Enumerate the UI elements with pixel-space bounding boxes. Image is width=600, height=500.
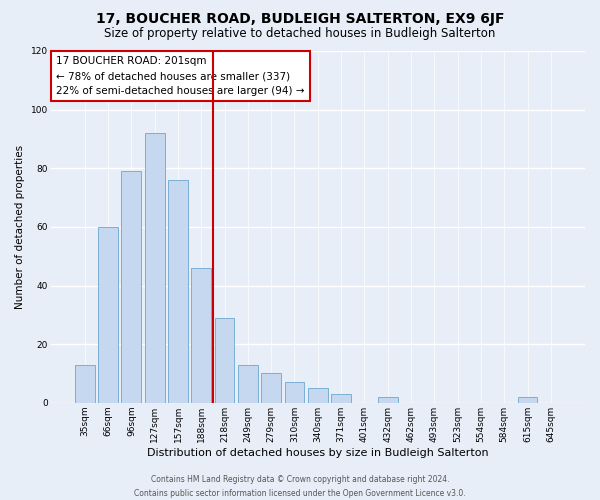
Bar [284,382,304,403]
Bar [308,388,328,403]
X-axis label: Distribution of detached houses by size in Budleigh Salterton: Distribution of detached houses by size … [147,448,488,458]
Text: Contains HM Land Registry data © Crown copyright and database right 2024.
Contai: Contains HM Land Registry data © Crown c… [134,476,466,498]
Bar [215,318,235,403]
Bar [331,394,351,403]
Bar [238,364,258,403]
Bar [98,227,118,403]
Text: 17, BOUCHER ROAD, BUDLEIGH SALTERTON, EX9 6JF: 17, BOUCHER ROAD, BUDLEIGH SALTERTON, EX… [96,12,504,26]
Bar [518,397,538,403]
Bar [261,374,281,403]
Bar [121,171,141,403]
Bar [75,364,95,403]
Bar [145,133,164,403]
Bar [191,268,211,403]
Y-axis label: Number of detached properties: Number of detached properties [15,145,25,309]
Bar [168,180,188,403]
Text: Size of property relative to detached houses in Budleigh Salterton: Size of property relative to detached ho… [104,28,496,40]
Bar [378,397,398,403]
Text: 17 BOUCHER ROAD: 201sqm
← 78% of detached houses are smaller (337)
22% of semi-d: 17 BOUCHER ROAD: 201sqm ← 78% of detache… [56,56,304,96]
